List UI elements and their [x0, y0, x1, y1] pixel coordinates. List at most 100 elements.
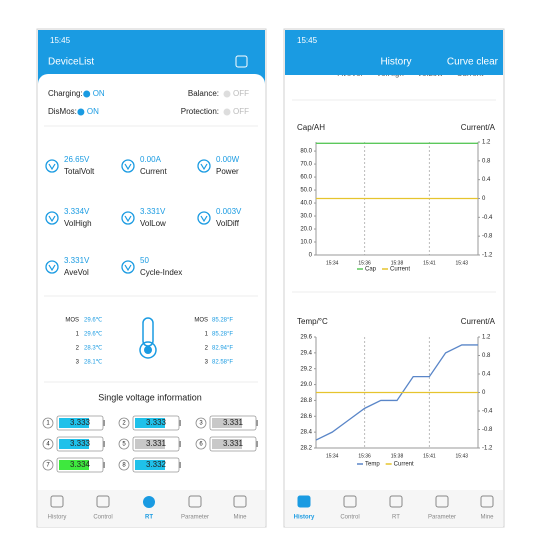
nav-icon[interactable] [50, 495, 64, 508]
battery-nub [179, 441, 181, 447]
temp-label: MOS [194, 318, 208, 324]
nav-icon[interactable] [233, 495, 247, 508]
curve-clear[interactable]: Curve clear [447, 57, 499, 68]
nav-label[interactable]: RT [145, 515, 153, 521]
metric-icon [45, 211, 59, 225]
metric-icon [197, 159, 211, 173]
nav-label[interactable]: Parameter [181, 515, 209, 521]
nav-icon[interactable] [343, 495, 357, 508]
nav-icon[interactable] [480, 495, 494, 508]
temp-value: 85.28°F [212, 318, 233, 324]
y2-axis-title: Current/A [461, 317, 496, 326]
metric-value: 26.65V [64, 155, 90, 164]
nav-label[interactable]: History [294, 515, 315, 521]
y-axis-title: Cap/AH [297, 123, 325, 132]
battery-fill [212, 439, 242, 449]
right-phone [283, 28, 505, 528]
cell-voltage: 3.331 [146, 439, 167, 448]
y-tick-label: 28.4 [300, 430, 312, 436]
y2-tick-label: 0 [482, 196, 486, 202]
metric-label: VolDiff [216, 219, 240, 228]
x-tick-label: 15:41 [423, 260, 436, 266]
temp-value: 82.94°F [212, 346, 233, 352]
temp-label: 1 [205, 332, 209, 338]
cell-index: 5 [122, 442, 126, 448]
switch-dot[interactable] [83, 90, 91, 98]
battery-fill [59, 418, 89, 428]
nav-label[interactable]: Mine [480, 515, 494, 521]
x-tick-label: 15:38 [391, 453, 404, 459]
legend-label: Cap [365, 267, 377, 273]
battery-nub [256, 420, 258, 426]
y-tick-label: 29.0 [300, 382, 312, 388]
y-tick-label: 28.2 [300, 446, 312, 452]
cell-index: 3 [199, 421, 203, 427]
y-tick-label: 30.0 [300, 214, 312, 220]
right-header [285, 30, 503, 75]
metric-label: VolLow [140, 219, 166, 228]
temp-label: 2 [205, 346, 209, 352]
metric-value: 3.331V [140, 207, 166, 216]
cell-index-circle [42, 438, 54, 450]
nav-icon[interactable] [188, 495, 202, 508]
cell-index-circle [118, 417, 130, 429]
y2-tick-label: -0.8 [482, 427, 493, 433]
nav-label[interactable]: Control [340, 515, 359, 521]
temp-label: 3 [205, 360, 209, 366]
header-title: History [380, 57, 411, 68]
metric-icon-glyph [124, 215, 132, 223]
cell-index: 4 [46, 442, 50, 448]
y-tick-label: 70.0 [300, 162, 312, 168]
y-tick-label: 29.4 [300, 350, 312, 356]
metric-icon [197, 211, 211, 225]
battery-fill [135, 439, 165, 449]
y2-tick-label: -1.2 [482, 253, 493, 259]
nav-icon[interactable] [96, 495, 110, 508]
left-card [38, 74, 265, 494]
nav-label[interactable]: Control [93, 515, 112, 521]
cell-index-circle [195, 438, 207, 450]
nav-label[interactable]: Parameter [428, 515, 456, 521]
legend-label: Current [394, 462, 414, 468]
temp-value: 85.28°F [212, 332, 233, 338]
nav-label[interactable]: History [48, 515, 67, 521]
nav-icon[interactable] [435, 495, 449, 508]
switch-dot[interactable] [223, 90, 231, 98]
cell-index-circle [42, 459, 54, 471]
temp-value: 82.58°F [212, 360, 233, 366]
header-title[interactable]: DeviceList [48, 57, 94, 68]
y2-tick-label: 0.8 [482, 353, 491, 359]
y2-tick-label: 0.4 [482, 372, 491, 378]
y2-tick-label: -1.2 [482, 446, 493, 452]
x-tick-label: 15:38 [391, 260, 404, 266]
cell-voltage: 3.332 [146, 460, 167, 469]
thermometer-bulb [139, 341, 157, 359]
y2-tick-label: -0.4 [482, 409, 493, 415]
y-tick-label: 50.0 [300, 188, 312, 194]
nav-icon[interactable] [389, 495, 403, 508]
nav-label[interactable]: Mine [233, 515, 247, 521]
x-tick-label: 15:43 [456, 260, 469, 266]
temp-value: 28.3℃ [84, 346, 103, 352]
nav-icon[interactable] [143, 496, 155, 508]
cell-index: 7 [46, 463, 50, 469]
switch-label: Balance: [188, 89, 219, 98]
switch-dot[interactable] [223, 108, 231, 116]
x-tick-label: 15:43 [456, 453, 469, 459]
nav-icon[interactable] [297, 495, 311, 508]
scan-icon[interactable] [235, 55, 248, 68]
metric-icon-glyph [124, 163, 132, 171]
cell-voltage: 3.331 [223, 418, 244, 427]
temp-label: 1 [76, 332, 80, 338]
switch-label: Protection: [181, 107, 219, 116]
y-tick-label: 28.6 [300, 414, 312, 420]
cell-index: 2 [122, 421, 126, 427]
y2-tick-label: 0.8 [482, 158, 491, 164]
temp-label: 3 [76, 360, 80, 366]
y-tick-label: 20.0 [300, 227, 312, 233]
switch-dot[interactable] [77, 108, 85, 116]
y2-tick-label: 1.2 [482, 140, 491, 146]
cell-index-circle [42, 417, 54, 429]
nav-label[interactable]: RT [392, 515, 400, 521]
y-tick-label: 40.0 [300, 201, 312, 207]
